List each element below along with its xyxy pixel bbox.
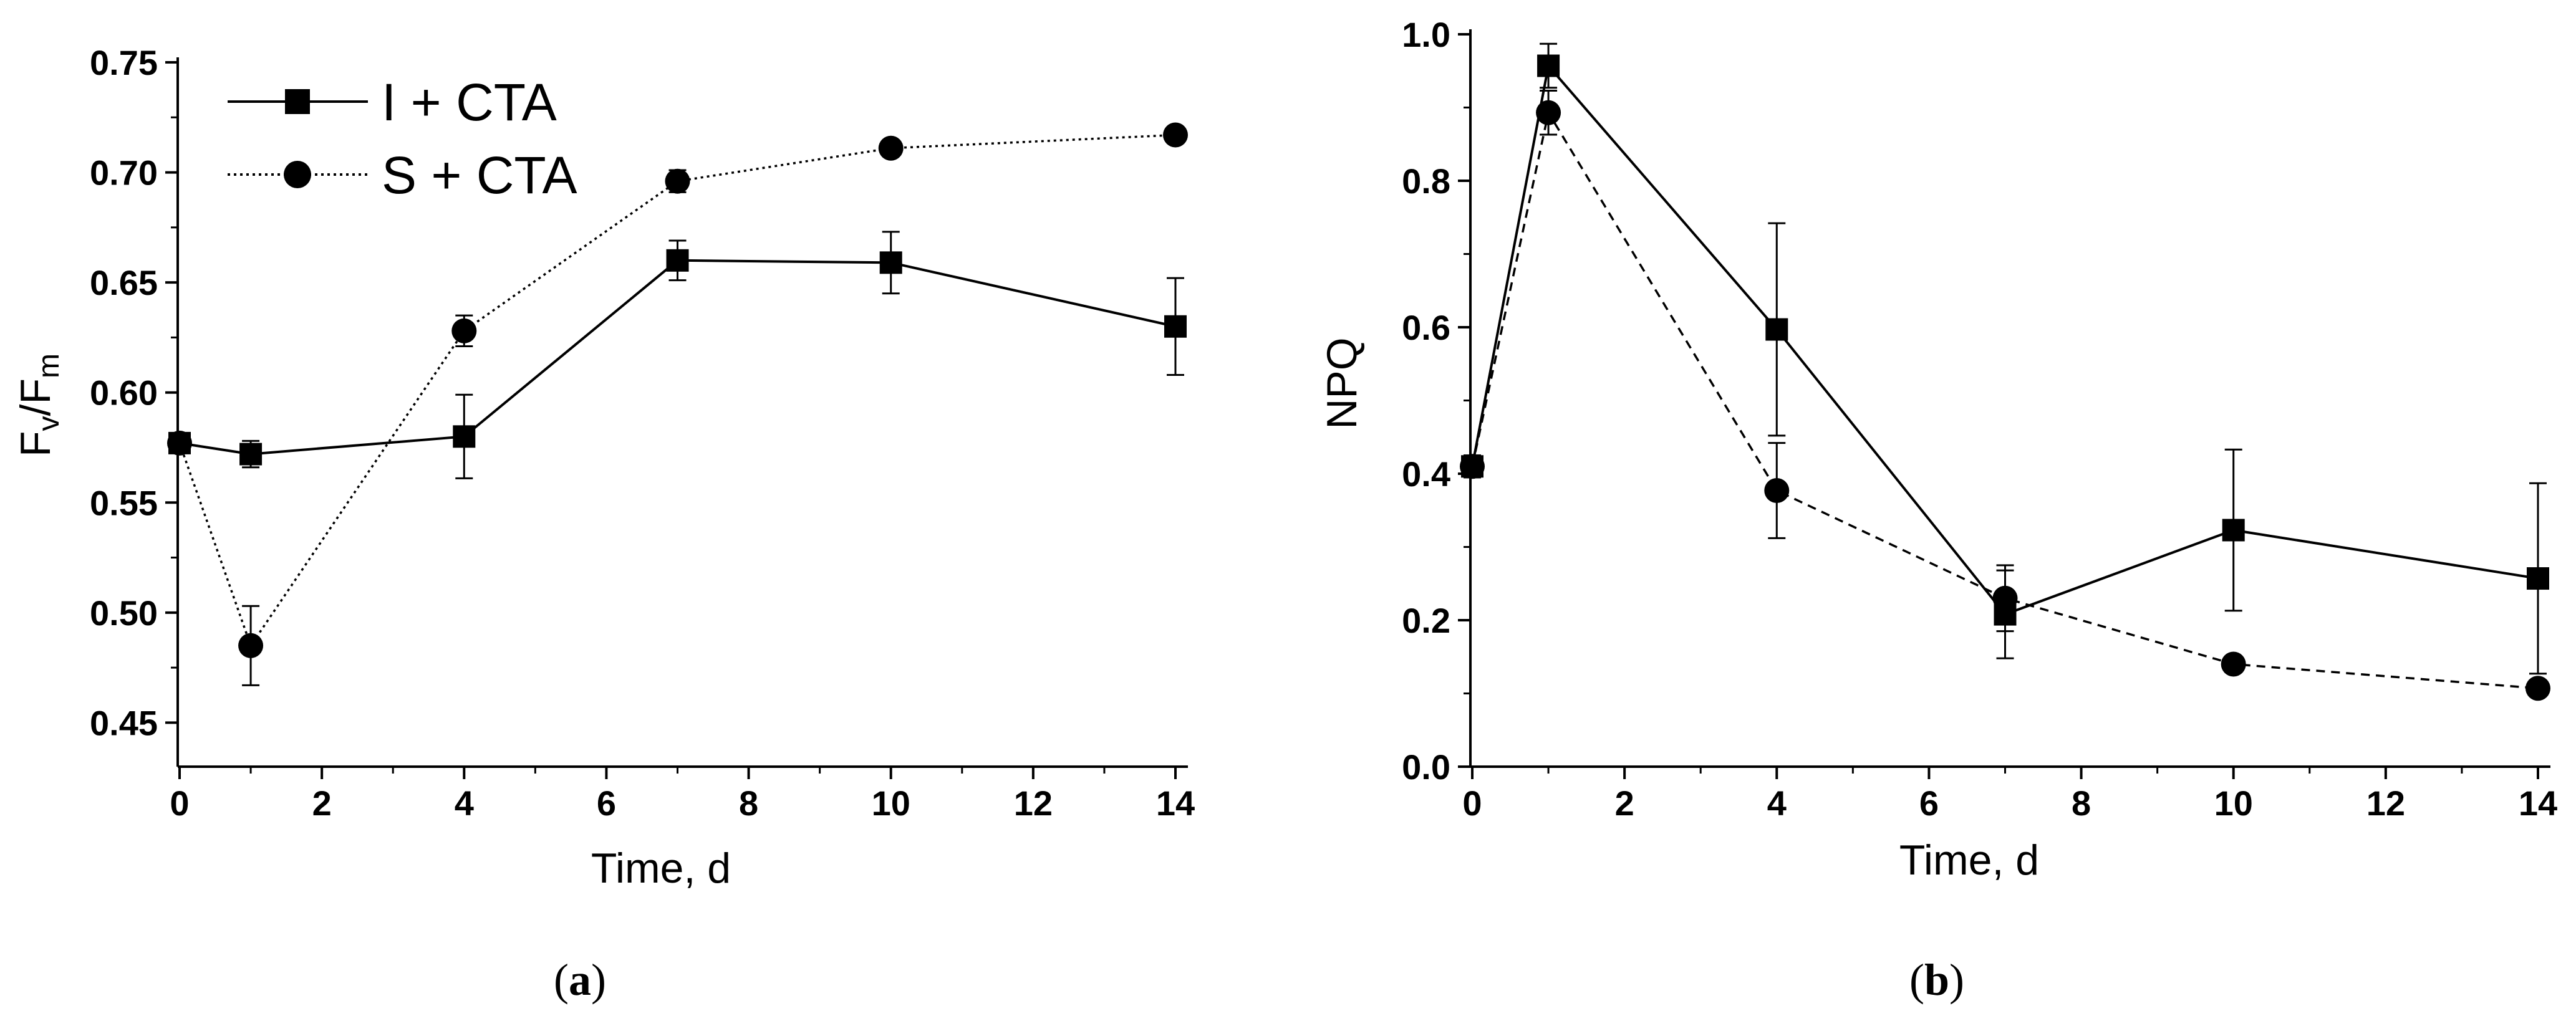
panel-a-circle-marker <box>665 168 690 194</box>
panel-b-y-tick-label: 0.8 <box>1402 161 1450 201</box>
panel-a-series-0-line <box>179 259 1176 456</box>
panel-a-circle-marker <box>878 135 904 161</box>
panel-a-x-tick-label: 0 <box>170 784 189 823</box>
panel-a-circle-marker <box>238 633 264 658</box>
panel-b-tick-labels: 0 2 4 6 8 10 12 14 0.0 0.2 0.4 0.6 0.8 1.0 <box>1402 15 2557 823</box>
panel-a-series-lines <box>178 133 1176 648</box>
panel-b-x-axis-title: Time, d <box>1899 836 2039 884</box>
panel-a-y-tick-label: 0.65 <box>90 263 158 302</box>
panel-b-x-tick-label: 8 <box>2072 784 2091 823</box>
panel-b-x-tick-label: 10 <box>2214 784 2253 823</box>
panel-a-circle-marker <box>451 318 477 343</box>
panel-a-x-tick-label: 6 <box>597 784 616 823</box>
legend-circle-marker <box>284 161 311 188</box>
panel-b-caption: (b) <box>1909 955 1964 1005</box>
panel-b-axes <box>1458 29 2550 779</box>
panel-b-series-lines <box>1471 63 2539 690</box>
panel-b-x-tick-label: 2 <box>1615 784 1634 823</box>
panel-b-circle-marker <box>1460 454 1485 479</box>
panel-b-x-tick-label: 14 <box>2519 784 2557 823</box>
panel-b-square-marker <box>2527 567 2549 590</box>
panel-a-y-tick-label: 0.60 <box>90 373 158 413</box>
panel-a-x-tick-label: 8 <box>739 784 758 823</box>
panel-b-x-tick-label: 6 <box>1919 784 1939 823</box>
legend-square-marker <box>285 89 310 114</box>
panel-a-series-1-line <box>178 133 1176 648</box>
panel-b-y-tick-label: 1.0 <box>1402 15 1450 54</box>
panel-b-y-tick-label: 0.4 <box>1402 454 1450 494</box>
panel-a-legend: I + CTA S + CTA <box>228 73 577 204</box>
panel-a-circle-marker <box>167 430 192 456</box>
panel-a-square-marker <box>666 249 689 272</box>
panel-a-caption: (a) <box>554 955 606 1005</box>
panel-a-x-tick-label: 14 <box>1156 784 1195 823</box>
panel-a-square-marker <box>239 443 263 466</box>
panel-b-x-tick-label: 0 <box>1462 784 1482 823</box>
panel-a-x-tick-label: 12 <box>1014 784 1053 823</box>
panel-b-y-tick-label: 0.0 <box>1402 747 1450 787</box>
panel-b-square-marker <box>2222 519 2245 542</box>
panel-a-y-tick-label: 0.70 <box>90 153 158 193</box>
panel-b-markers <box>1460 54 2550 701</box>
panel-a-error-bars <box>171 129 1184 686</box>
panel-b-y-axis-title: NPQ <box>1318 337 1366 429</box>
panel-a-tick-labels: 0 2 4 6 8 10 12 14 0.45 0.50 0.55 0.60 0.65 0.70 0.75 <box>90 43 1195 823</box>
panel-a-y-axis-title: Fv/Fm <box>12 353 65 457</box>
panel-a-circle-marker <box>1163 122 1188 148</box>
panel-a-square-marker <box>453 425 476 448</box>
panel-b-circle-marker <box>2221 651 2246 677</box>
legend-label-i-cta: I + CTA <box>382 73 557 132</box>
panel-a-chart: 0 2 4 6 8 10 12 140.450.500.550.600.650.700.75 … <box>12 43 1195 1005</box>
panel-a-x-axis-title: Time, d <box>591 845 731 892</box>
panel-a-x-tick-label: 10 <box>872 784 910 823</box>
panel-b-series-0-line <box>1471 63 2539 616</box>
panel-a-y-tick-label: 0.50 <box>90 593 158 633</box>
panel-a-markers <box>167 122 1188 658</box>
panel-a-y-tick-label: 0.55 <box>90 483 158 522</box>
panel-b-series-1-line <box>1471 110 2539 690</box>
panel-a-y-tick-label: 0.45 <box>90 703 158 742</box>
panel-b-circle-marker <box>1764 478 1790 504</box>
panel-a-axes <box>165 57 1188 779</box>
panel-a-square-marker <box>1164 315 1187 338</box>
panel-b-y-tick-label: 0.2 <box>1402 601 1450 640</box>
panel-a-x-tick-label: 4 <box>455 784 474 823</box>
panel-b-x-tick-label: 4 <box>1767 784 1787 823</box>
panel-b-chart: 0 2 4 6 8 10 12 14 0.0 0.2 0.4 0.6 0.8 1.0 Time, d NP… <box>1318 15 2557 1005</box>
panel-b-circle-marker <box>2525 676 2550 701</box>
panel-b-square-marker <box>1537 54 1560 77</box>
panel-b-square-marker <box>1765 318 1788 341</box>
panel-b-circle-marker <box>1992 585 2018 611</box>
panel-a-square-marker <box>879 251 902 274</box>
legend-label-s-cta: S + CTA <box>382 146 577 204</box>
panel-b-x-tick-label: 12 <box>2366 784 2405 823</box>
panel-b-y-tick-label: 0.6 <box>1402 308 1450 347</box>
panel-a-x-tick-label: 2 <box>312 784 332 823</box>
panel-b-circle-marker <box>1536 100 1561 125</box>
panel-a-y-tick-label: 0.75 <box>90 43 158 82</box>
